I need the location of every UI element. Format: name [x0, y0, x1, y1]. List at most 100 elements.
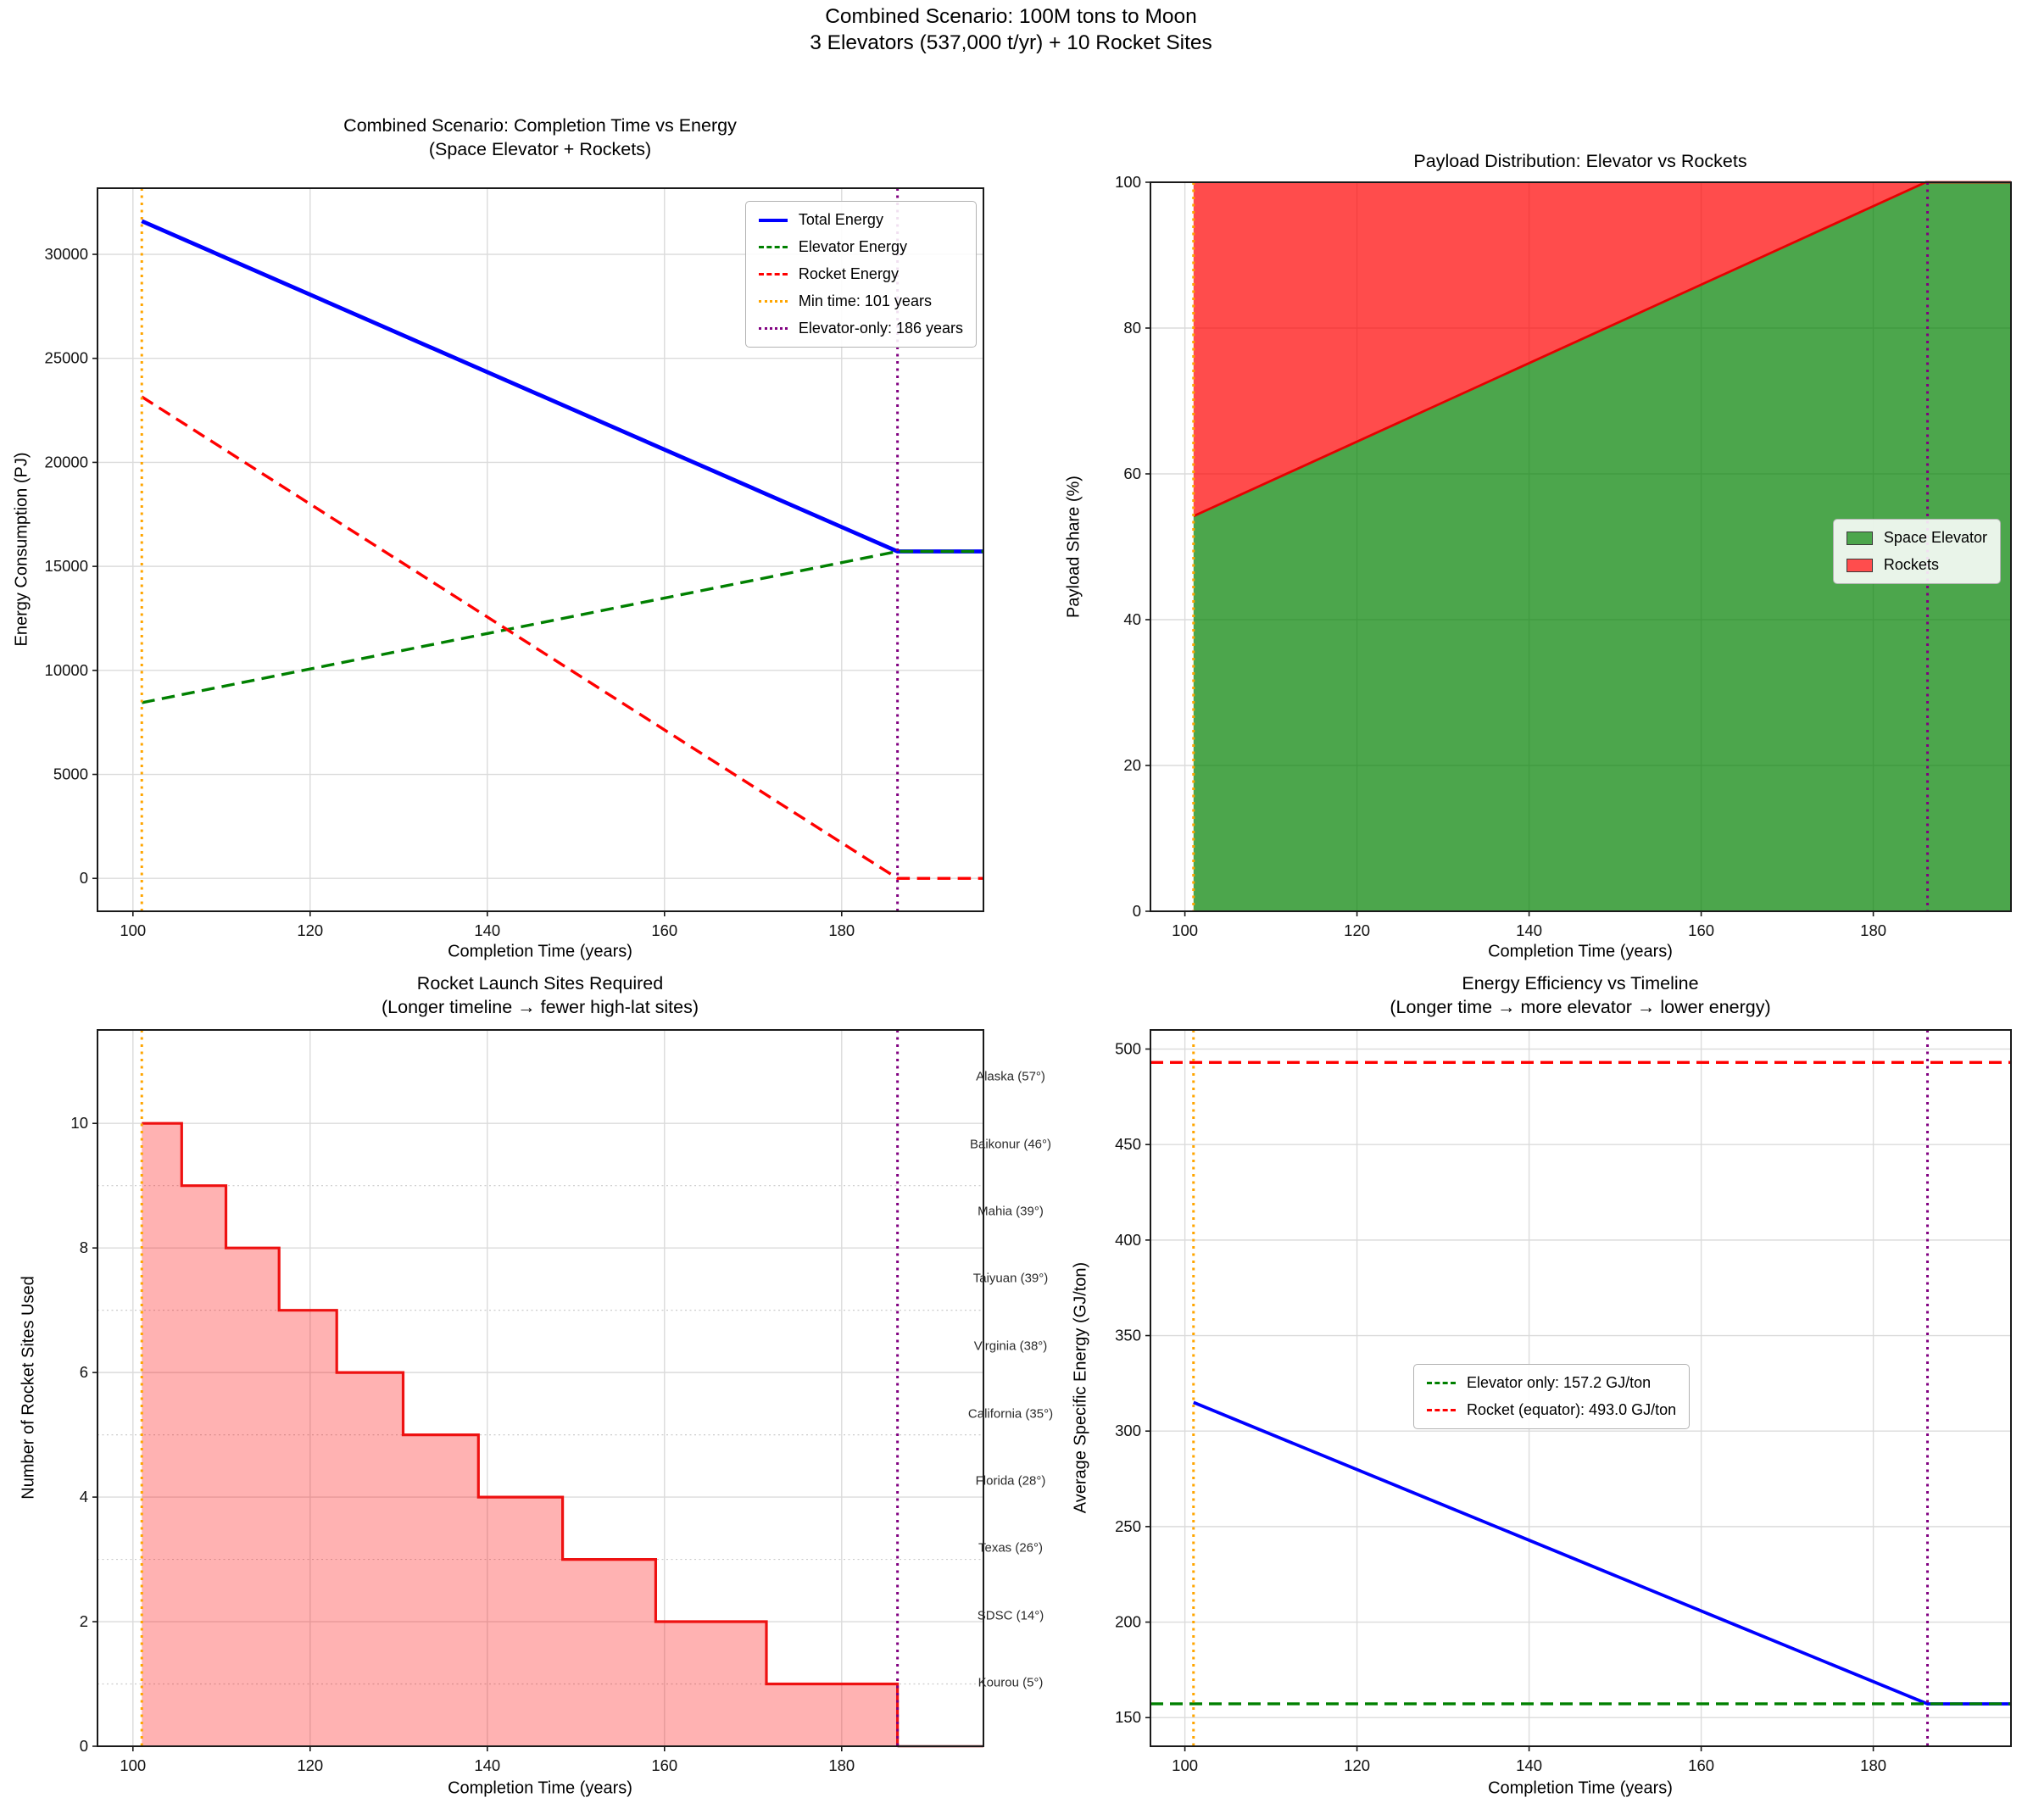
x-tick-label: 180: [1860, 921, 1886, 939]
y-tick-label: 20: [1123, 756, 1141, 774]
x-tick-label: 180: [828, 921, 855, 939]
y-tick-label: 150: [1115, 1708, 1141, 1726]
sites-title-line2: (Longer timeline → fewer high-lat sites): [381, 997, 699, 1017]
x-tick-label: 160: [1688, 921, 1714, 939]
x-tick-label: 120: [1344, 1756, 1370, 1774]
x-tick-label: 120: [297, 921, 323, 939]
energy-ylabel: Energy Consumption (PJ): [12, 452, 31, 647]
energy-chart-title: Combined Scenario: Completion Time vs En…: [343, 114, 737, 161]
site-label: Alaska (57°): [976, 1069, 1045, 1084]
legend-dashed-line-swatch: [1427, 1382, 1456, 1384]
site-label: Virginia (38°): [973, 1339, 1048, 1353]
payload-plot: 100 120 140 160 180 0 20 40 60 80 100: [1115, 173, 2012, 939]
legend-item: Space Elevator: [1846, 529, 1987, 547]
y-tick-label: 80: [1123, 319, 1141, 337]
site-label: Kourou (5°): [978, 1675, 1044, 1690]
y-tick-label: 100: [1115, 173, 1141, 191]
efficiency-series-line: [1193, 1400, 2011, 1706]
site-label: Texas (26°): [978, 1540, 1044, 1556]
x-tick-label: 100: [1172, 921, 1198, 939]
legend-item: Rocket (equator): 493.0 GJ/ton: [1427, 1401, 1676, 1419]
y-tick-label: 350: [1115, 1327, 1141, 1344]
sites-title-line1: Rocket Launch Sites Required: [416, 973, 664, 993]
legend-item-label: Elevator-only: 186 years: [798, 320, 963, 337]
elevator-area: [1193, 182, 2011, 911]
legend-item: Total Energy: [758, 211, 963, 229]
y-tick-label: 450: [1115, 1135, 1141, 1153]
efficiency-title-line2: (Longer time → more elevator → lower ene…: [1390, 997, 1771, 1017]
site-label: Baikonur (46°): [969, 1137, 1052, 1151]
y-tick-label: 250: [1115, 1517, 1141, 1535]
efficiency-title-line1: Energy Efficiency vs Timeline: [1462, 973, 1699, 993]
legend-dashed-line-swatch: [1427, 1409, 1456, 1411]
y-tick-label: 400: [1115, 1231, 1141, 1249]
x-tick-label: 140: [474, 1756, 500, 1774]
payload-ylabel: Payload Share (%): [1064, 476, 1083, 618]
y-tick-label: 200: [1115, 1613, 1141, 1631]
legend-dashed-line-swatch: [758, 273, 788, 276]
energy-series-line: [141, 549, 983, 704]
y-tick-label: 15000: [45, 557, 88, 575]
energy-title-line1: Combined Scenario: Completion Time vs En…: [343, 115, 737, 136]
site-label: SDSC (14°): [977, 1608, 1044, 1623]
efficiency-plot: 100 120 140 160 180 150 200 250 300 350 400 450 500: [1115, 1029, 2012, 1774]
y-tick-label: 10000: [45, 661, 88, 679]
x-tick-label: 140: [1516, 1756, 1542, 1774]
legend-dashed-line-swatch: [758, 246, 788, 248]
x-tick-label: 140: [474, 921, 500, 939]
energy-title-line2: (Space Elevator + Rockets): [428, 139, 652, 159]
x-tick-label: 160: [1688, 1756, 1714, 1774]
legend-item: Elevator Energy: [758, 238, 963, 256]
efficiency-xlabel: Completion Time (years): [1488, 1778, 1673, 1798]
y-tick-label: 0: [1133, 902, 1141, 920]
efficiency-chart-title: Energy Efficiency vs Timeline (Longer ti…: [1390, 971, 1770, 1019]
efficiency-legend: Elevator only: 157.2 GJ/ton Rocket (equat…: [1413, 1364, 1691, 1429]
legend-item: Elevator-only: 186 years: [758, 320, 963, 337]
site-label: Mahia (39°): [978, 1204, 1044, 1219]
legend-patch-swatch: [1846, 531, 1873, 545]
suptitle-line2: 3 Elevators (537,000 t/yr) + 10 Rocket S…: [810, 31, 1212, 54]
y-tick-label: 2: [80, 1612, 88, 1630]
y-tick-label: 0: [80, 869, 88, 887]
axes-frame: [97, 1029, 984, 1747]
x-tick-label: 160: [651, 1756, 677, 1774]
sites-ylabel: Number of Rocket Sites Used: [19, 1276, 38, 1500]
axes-frame: [1150, 1029, 2012, 1747]
y-tick-label: 60: [1123, 465, 1141, 482]
payload-xlabel: Completion Time (years): [1488, 942, 1673, 961]
suptitle-line1: Combined Scenario: 100M tons to Moon: [825, 5, 1197, 28]
axes-frame: [1150, 181, 2012, 912]
y-tick-label: 0: [80, 1737, 88, 1755]
legend-item: Min time: 101 years: [758, 292, 963, 310]
legend-item-label: Elevator only: 157.2 GJ/ton: [1467, 1374, 1652, 1391]
y-tick-label: 4: [80, 1488, 88, 1506]
payload-title-line1: Payload Distribution: Elevator vs Rocket…: [1413, 151, 1747, 171]
energy-xlabel: Completion Time (years): [448, 942, 632, 961]
y-tick-label: 40: [1123, 610, 1141, 628]
legend-patch-swatch: [1846, 558, 1873, 572]
energy-plot: 100 120 140 160 180 0 5000 10000 15000 20000 25000…: [45, 187, 984, 939]
legend-item-label: Rocket (equator): 493.0 GJ/ton: [1467, 1401, 1677, 1418]
y-tick-label: 300: [1115, 1422, 1141, 1439]
legend-item-label: Elevator Energy: [798, 238, 907, 255]
legend-dotted-line-swatch: [758, 300, 788, 303]
legend-item: Elevator only: 157.2 GJ/ton: [1427, 1374, 1676, 1392]
payload-legend: Space Elevator Rockets: [1832, 519, 2001, 584]
sites-step-line: [142, 1121, 900, 1746]
legend-item-label: Space Elevator: [1883, 529, 1987, 546]
figure-suptitle: Combined Scenario: 100M tons to Moon 3 E…: [0, 3, 2022, 56]
payload-chart-title: Payload Distribution: Elevator vs Rocket…: [1413, 149, 1746, 173]
legend-item-label: Rockets: [1883, 556, 1939, 573]
x-tick-label: 120: [297, 1756, 323, 1774]
energy-series-line: [141, 395, 983, 880]
y-tick-label: 10: [70, 1114, 88, 1132]
y-tick-label: 25000: [45, 349, 88, 367]
rockets-area: [1193, 182, 2011, 516]
efficiency-ylabel: Average Specific Energy (GJ/ton): [1071, 1261, 1090, 1514]
axes-frame: [97, 187, 984, 912]
x-tick-label: 160: [651, 921, 677, 939]
y-tick-label: 8: [80, 1238, 88, 1256]
legend-dotted-line-swatch: [758, 327, 788, 330]
